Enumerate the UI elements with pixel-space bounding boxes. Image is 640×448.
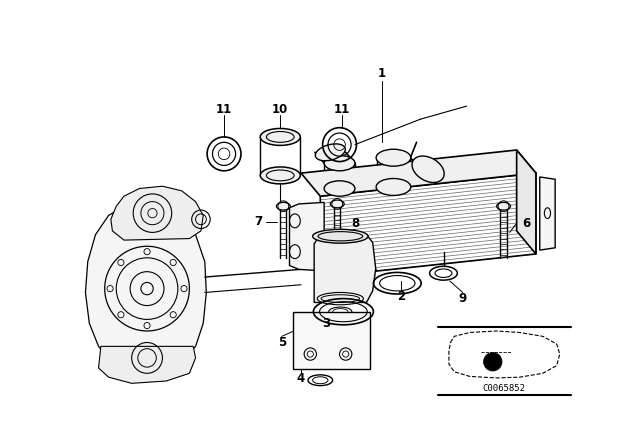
Ellipse shape xyxy=(497,202,511,210)
Ellipse shape xyxy=(376,149,411,166)
Text: 11: 11 xyxy=(216,103,232,116)
Ellipse shape xyxy=(316,144,346,161)
Circle shape xyxy=(484,353,502,371)
Text: 3: 3 xyxy=(323,317,330,330)
Polygon shape xyxy=(540,177,555,250)
Polygon shape xyxy=(314,235,376,302)
Text: 8: 8 xyxy=(351,217,359,230)
Ellipse shape xyxy=(324,155,355,171)
Text: 5: 5 xyxy=(278,336,286,349)
Text: 10: 10 xyxy=(272,103,289,116)
Text: 11: 11 xyxy=(333,103,350,116)
Polygon shape xyxy=(86,204,206,373)
Text: 6: 6 xyxy=(522,217,531,230)
Polygon shape xyxy=(111,186,204,240)
Polygon shape xyxy=(301,150,536,196)
Ellipse shape xyxy=(260,129,300,146)
Polygon shape xyxy=(99,346,196,383)
Polygon shape xyxy=(289,202,324,271)
Ellipse shape xyxy=(260,167,300,184)
Ellipse shape xyxy=(317,293,364,305)
Text: 4: 4 xyxy=(297,372,305,385)
Text: 7: 7 xyxy=(255,215,263,228)
Ellipse shape xyxy=(312,229,368,243)
Ellipse shape xyxy=(330,200,344,208)
Bar xyxy=(293,312,371,370)
Text: 1: 1 xyxy=(378,66,386,79)
Polygon shape xyxy=(516,150,536,254)
Text: 2: 2 xyxy=(397,290,405,303)
Ellipse shape xyxy=(324,181,355,196)
Text: 9: 9 xyxy=(459,292,467,305)
Ellipse shape xyxy=(376,178,411,195)
Ellipse shape xyxy=(276,202,291,210)
Ellipse shape xyxy=(412,156,444,182)
Text: C0065852: C0065852 xyxy=(483,384,526,393)
